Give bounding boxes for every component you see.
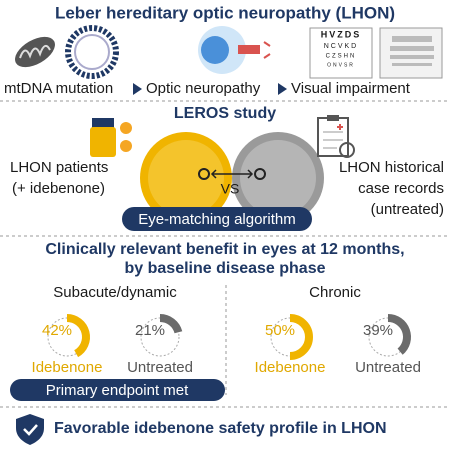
chart-row: HVZDS — [321, 29, 362, 39]
title: Leber hereditary optic neuropathy (LHON) — [55, 3, 395, 22]
group-label: LHON patients — [10, 159, 108, 176]
donut-arc — [66, 314, 90, 358]
series-label: Untreated — [127, 359, 193, 376]
phase-label: Chronic — [309, 284, 361, 301]
eye-icon — [198, 26, 271, 74]
group-label: (+ idebenone) — [12, 180, 105, 197]
mitochondria-icon — [15, 36, 55, 68]
series-label: Untreated — [355, 359, 421, 376]
series-label: Idebenone — [255, 359, 326, 376]
arrow — [278, 83, 287, 95]
pill-bottle — [90, 118, 132, 157]
eye — [198, 168, 210, 180]
blur-rows — [390, 36, 434, 66]
results-title: Clinically relevant benefit in eyes at 1… — [45, 241, 404, 258]
endpoint-pill — [10, 379, 225, 401]
shield-icon — [16, 414, 44, 445]
blurred-chart — [379, 27, 443, 79]
study-title: LEROS study — [174, 105, 276, 122]
method: Eye-matching algorithm — [138, 211, 296, 228]
group-label: (untreated) — [371, 201, 444, 218]
chart-row: CZSHN — [326, 54, 357, 60]
value-label: 42% — [42, 322, 72, 339]
chart-row: ONVSR — [327, 62, 355, 68]
vs: VS — [221, 181, 240, 197]
footer: Favorable idebenone safety profile in LH… — [54, 420, 387, 437]
record-face — [240, 140, 316, 216]
chart-row: NCVKD — [324, 43, 359, 50]
eye — [254, 168, 266, 180]
check — [23, 424, 38, 436]
donut-arc — [289, 314, 313, 360]
value-label: 21% — [135, 322, 165, 339]
eye-chart — [309, 27, 373, 79]
group-label: case records — [358, 180, 444, 197]
pathway-step: Visual impairment — [291, 80, 411, 97]
match-arrow — [210, 169, 254, 179]
clipboard — [317, 115, 355, 158]
pathway-step: mtDNA mutation — [4, 80, 113, 97]
value-label: 39% — [363, 322, 393, 339]
donut-arc — [387, 314, 411, 355]
method-pill — [122, 207, 312, 231]
endpoint: Primary endpoint met — [46, 382, 189, 399]
phase-label: Subacute/dynamic — [53, 284, 177, 301]
arrow — [133, 83, 142, 95]
patient-face — [148, 140, 224, 216]
dna-icon — [65, 25, 119, 79]
pathway-step: Optic neuropathy — [146, 80, 261, 97]
value-label: 50% — [265, 322, 295, 339]
group-label: LHON historical — [339, 159, 444, 176]
results-title: by baseline disease phase — [125, 260, 326, 277]
series-label: Idebenone — [32, 359, 103, 376]
donut-arc — [159, 314, 183, 334]
